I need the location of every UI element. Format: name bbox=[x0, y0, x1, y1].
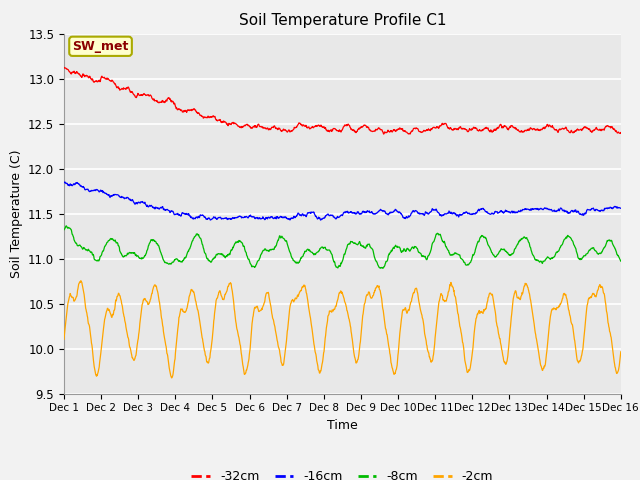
Y-axis label: Soil Temperature (C): Soil Temperature (C) bbox=[10, 149, 22, 278]
Legend: -32cm, -16cm, -8cm, -2cm: -32cm, -16cm, -8cm, -2cm bbox=[186, 465, 499, 480]
Title: Soil Temperature Profile C1: Soil Temperature Profile C1 bbox=[239, 13, 446, 28]
X-axis label: Time: Time bbox=[327, 419, 358, 432]
Text: SW_met: SW_met bbox=[72, 40, 129, 53]
